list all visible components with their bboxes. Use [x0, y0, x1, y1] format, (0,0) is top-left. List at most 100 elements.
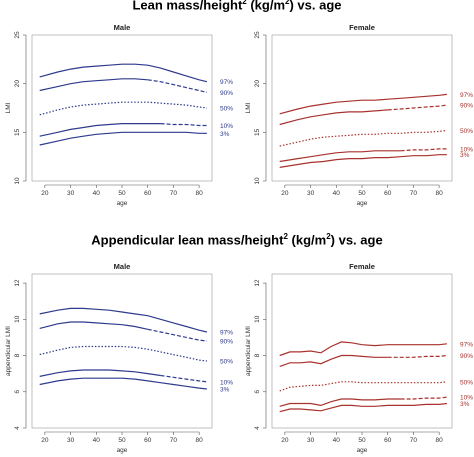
panel-3-title: Male	[114, 262, 131, 271]
panel-4-x-tick-label: 60	[384, 437, 392, 444]
panel-2-x-tick-label: 50	[358, 190, 366, 197]
panel-4-x-tick-label: 30	[307, 437, 315, 444]
panel-2-title: Female	[349, 23, 375, 32]
panel-2-series-line-50pct	[279, 129, 447, 147]
panel-4-series-line-3pct	[279, 402, 447, 413]
panel-3-series-line-3pct	[39, 377, 207, 390]
panel-4-x-label: age	[357, 447, 368, 454]
panel-1-series-line-90pct	[39, 78, 148, 92]
section-title-appendicular-lean-mass: Appendicular lean mass/height2 (kg/m2) v…	[91, 232, 383, 248]
panel-1-y-tick-label: 10	[14, 177, 21, 185]
panel-3-x-tick-label: 80	[196, 437, 204, 444]
panel-1-series-label-3pct: 3%	[220, 131, 230, 138]
panel-1-x-tick-label: 60	[144, 190, 152, 197]
panel-4-x-tick-label: 40	[333, 437, 341, 444]
panel-2-series-line-90pct	[279, 109, 388, 126]
panel-3-x-tick-label: 60	[144, 437, 152, 444]
panel-2-series-dashed-10pct	[400, 148, 447, 152]
panel-2-y-tick-label: 25	[254, 31, 261, 39]
panel-4-series-line-90pct	[279, 354, 388, 367]
panel-3-y-label: appendicular LMI	[5, 326, 12, 376]
panel-3-y-tick-label: 8	[14, 353, 21, 357]
panel-4-series-dashed-10pct	[400, 396, 447, 400]
panel-3-y-tick-label: 4	[14, 426, 21, 430]
panel-4-y-tick-label: 10	[254, 315, 261, 323]
panel-4-y-label: appendicular LMI	[245, 326, 252, 376]
panel-2-y-tick-label: 20	[254, 80, 261, 88]
panel-4-series-line-97pct	[279, 341, 447, 357]
panel-3-y-tick-label: 6	[14, 390, 21, 394]
panel-2-series-dashed-90pct	[387, 104, 447, 111]
panel-3-x-tick-label: 20	[41, 437, 49, 444]
panel-1-y-tick-label: 20	[14, 80, 21, 88]
panel-4-series-label-90pct: 90%	[460, 353, 473, 360]
panel-3-y-tick-label: 10	[14, 315, 21, 323]
panel-1-series-label-90pct: 90%	[220, 90, 233, 97]
panel-3-series-line-90pct	[39, 321, 148, 330]
panel-1-series-line-10pct	[39, 123, 161, 137]
panel-4-y-tick-label: 6	[254, 390, 261, 394]
panel-1-series-dashed-10pct	[160, 123, 207, 127]
panel-1-x-tick-label: 20	[41, 190, 49, 197]
panel-4-title: Female	[349, 262, 375, 271]
panel-2-x-label: age	[357, 200, 368, 207]
panel-3-series-line-97pct	[39, 307, 208, 333]
panel-4-x-tick-label: 50	[358, 437, 366, 444]
panel-3-x-label: age	[117, 447, 128, 454]
panel-2-series-label-50pct: 50%	[460, 128, 473, 135]
panel-2-x-tick-label: 40	[333, 190, 341, 197]
panel-4-series-label-50pct: 50%	[460, 379, 473, 386]
panel-1-y-label: LMI	[5, 102, 12, 113]
panel-2-series-label-3pct: 3%	[460, 152, 470, 159]
panel-4-x-tick-label: 70	[410, 437, 418, 444]
panel-3-x-tick-label: 50	[118, 437, 126, 444]
panel-2-x-tick-label: 30	[307, 190, 315, 197]
panel-1-x-tick-label: 80	[196, 190, 204, 197]
panel-3-series-line-10pct	[39, 369, 161, 377]
panel-1-series-label-10pct: 10%	[220, 123, 233, 130]
panel-3-series-dashed-10pct	[160, 374, 207, 383]
panel-1-series-line-50pct	[39, 101, 207, 116]
panel-2-series-label-10pct: 10%	[460, 146, 473, 153]
panel-3-series-label-50pct: 50%	[220, 358, 233, 365]
panel-2-series-line-97pct	[279, 93, 447, 115]
panel-1-series-label-50pct: 50%	[220, 106, 233, 113]
panel-4-x-tick-label: 20	[281, 437, 289, 444]
panel-3-series-label-3pct: 3%	[220, 387, 230, 394]
panel-3-x-tick-label: 40	[93, 437, 101, 444]
panel-2-series-line-3pct	[279, 154, 447, 168]
panel-2-plot-frame	[271, 34, 453, 182]
panel-3-y-tick-label: 12	[14, 279, 21, 287]
panel-4-series-dashed-90pct	[387, 354, 447, 358]
panel-1-x-tick-label: 50	[118, 190, 126, 197]
panel-4-series-line-10pct	[279, 398, 401, 407]
section-title-lean-mass: Lean mass/height2 (kg/m2) vs. age	[132, 0, 342, 13]
panel-1-x-tick-label: 30	[67, 190, 75, 197]
panel-4-y-tick-label: 4	[254, 426, 261, 430]
panel-4-series-line-50pct	[279, 381, 447, 392]
panel-3-series-label-90pct: 90%	[220, 339, 233, 346]
panel-2-x-tick-label: 80	[436, 190, 444, 197]
panel-1-series-label-97pct: 97%	[220, 79, 233, 86]
panel-2-x-tick-label: 70	[410, 190, 418, 197]
panel-3-series-label-10pct: 10%	[220, 379, 233, 386]
panel-4-x-tick-label: 80	[436, 437, 444, 444]
panel-1-series-line-97pct	[39, 63, 208, 83]
panel-4-y-tick-label: 12	[254, 279, 261, 287]
panel-2-x-tick-label: 60	[384, 190, 392, 197]
panel-4-series-label-97pct: 97%	[460, 341, 473, 348]
panel-1-series-dashed-90pct	[147, 79, 208, 93]
panel-3-plot-frame	[31, 273, 213, 429]
panel-2-series-label-90pct: 90%	[460, 103, 473, 110]
panel-1-x-tick-label: 40	[93, 190, 101, 197]
panel-1-series-line-3pct	[39, 131, 207, 146]
panel-1-x-tick-label: 70	[170, 190, 178, 197]
panel-4-series-label-10pct: 10%	[460, 395, 473, 402]
panel-2-x-tick-label: 20	[281, 190, 289, 197]
panel-2-y-tick-label: 15	[254, 128, 261, 136]
panel-1-x-label: age	[117, 200, 128, 207]
panel-4-plot-frame	[271, 273, 453, 429]
panel-3-x-tick-label: 70	[170, 437, 178, 444]
panel-3-x-tick-label: 30	[67, 437, 75, 444]
